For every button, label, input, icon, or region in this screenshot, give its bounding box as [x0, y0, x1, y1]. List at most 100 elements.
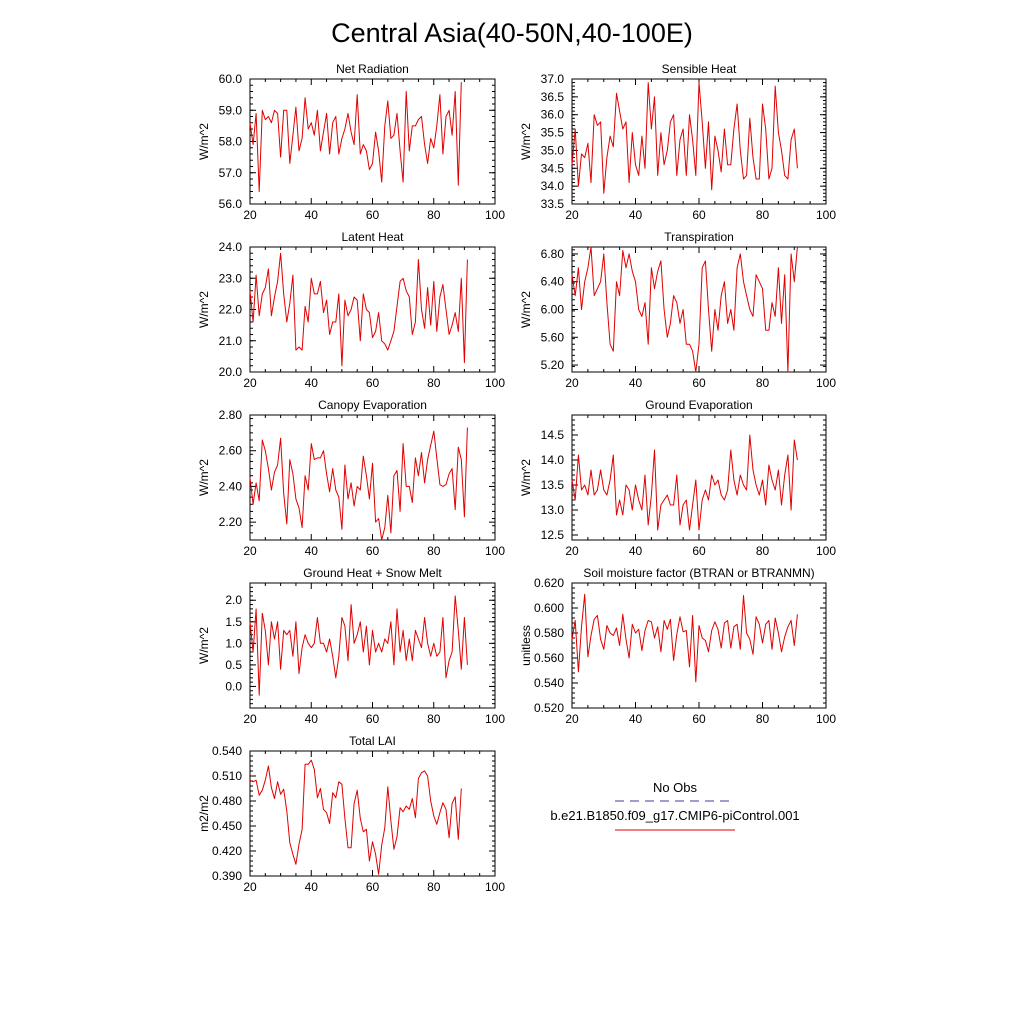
y-tick-label: 2.20: [219, 515, 243, 529]
series-line: [249, 252, 468, 367]
y-axis-label: W/m^2: [197, 627, 211, 664]
y-axis-label: W/m^2: [519, 459, 533, 496]
y-axis-label: W/m^2: [519, 291, 533, 328]
y-tick-label: 0.580: [534, 626, 564, 640]
y-tick-label: 56.0: [219, 197, 243, 211]
y-tick-label: 36.5: [541, 90, 565, 104]
y-tick-label: 1.5: [225, 615, 242, 629]
y-tick-label: 0.450: [212, 819, 242, 833]
y-tick-label: 0.390: [212, 869, 242, 883]
y-tick-label: 5.20: [541, 358, 565, 372]
x-tick-label: 60: [366, 544, 380, 558]
panel: Transpiration W/m^2 20 40 60 80 100 5.20 5.60 6.0…: [519, 230, 836, 390]
x-tick-label: 100: [816, 208, 836, 222]
x-tick-label: 20: [565, 544, 579, 558]
x-tick-label: 100: [485, 376, 505, 390]
y-tick-label: 6.40: [541, 275, 565, 289]
x-tick-label: 80: [427, 544, 441, 558]
y-tick-label: 0.520: [534, 701, 564, 715]
series-line: [571, 434, 798, 531]
x-tick-label: 20: [243, 880, 257, 894]
y-tick-label: 60.0: [219, 72, 243, 86]
y-tick-label: 34.5: [541, 161, 565, 175]
x-tick-label: 60: [366, 376, 380, 390]
y-tick-label: 13.0: [541, 503, 565, 517]
panel-title: Ground Heat + Snow Melt: [303, 566, 442, 580]
y-tick-label: 5.60: [541, 330, 565, 344]
x-tick-label: 100: [485, 208, 505, 222]
y-tick-label: 0.420: [212, 844, 242, 858]
panel: Ground Heat + Snow Melt W/m^2 20 40 60 80 100 0…: [197, 566, 505, 726]
figure-title: Central Asia(40-50N,40-100E): [331, 18, 693, 48]
x-tick-label: 20: [565, 712, 579, 726]
panel-title: Canopy Evaporation: [318, 398, 427, 412]
y-tick-label: 59.0: [219, 103, 243, 117]
x-tick-label: 40: [629, 208, 643, 222]
x-tick-label: 60: [366, 880, 380, 894]
y-tick-label: 2.0: [225, 593, 242, 607]
x-tick-label: 60: [366, 712, 380, 726]
x-tick-label: 20: [243, 712, 257, 726]
x-tick-label: 20: [243, 376, 257, 390]
x-tick-label: 40: [629, 712, 643, 726]
y-tick-label: 0.510: [212, 769, 242, 783]
panel-title: Latent Heat: [341, 230, 404, 244]
x-tick-label: 80: [756, 208, 770, 222]
legend: No Obs b.e21.B1850.f09_g17.CMIP6-piContr…: [550, 780, 800, 831]
panel-title: Soil moisture factor (BTRAN or BTRANMN): [583, 566, 814, 580]
y-tick-label: 12.5: [541, 528, 565, 542]
y-tick-label: 0.540: [212, 744, 242, 758]
y-tick-label: 2.40: [219, 479, 243, 493]
series-line: [249, 427, 468, 541]
panel-title: Total LAI: [349, 734, 396, 748]
panel-title: Ground Evaporation: [645, 398, 752, 412]
y-axis-label: m2/m2: [197, 795, 211, 832]
y-tick-label: 24.0: [219, 240, 243, 254]
y-tick-label: 0.620: [534, 576, 564, 590]
panel: Latent Heat W/m^2 20 40 60 80 100 20.0 21.0 22.0 2…: [197, 230, 505, 390]
y-tick-label: 20.0: [219, 365, 243, 379]
x-tick-label: 80: [427, 376, 441, 390]
x-tick-label: 100: [485, 544, 505, 558]
panel: Canopy Evaporation W/m^2 20 40 60 80 100 2.20 2.…: [197, 398, 505, 558]
panel: Sensible Heat W/m^2 20 40 60 80 100 33.5 34.0 34.…: [519, 62, 836, 222]
x-tick-label: 80: [427, 712, 441, 726]
x-tick-label: 60: [692, 544, 706, 558]
series-line: [571, 246, 798, 373]
y-tick-label: 35.0: [541, 143, 565, 157]
x-tick-label: 40: [305, 208, 319, 222]
y-axis-label: W/m^2: [197, 459, 211, 496]
x-tick-label: 60: [366, 208, 380, 222]
y-tick-label: 0.5: [225, 658, 242, 672]
y-tick-label: 36.0: [541, 108, 565, 122]
x-tick-label: 80: [756, 376, 770, 390]
x-tick-label: 80: [756, 544, 770, 558]
y-tick-label: 21.0: [219, 334, 243, 348]
x-tick-label: 40: [305, 544, 319, 558]
series-line: [571, 593, 798, 683]
y-tick-label: 0.540: [534, 676, 564, 690]
x-tick-label: 60: [692, 712, 706, 726]
x-tick-label: 40: [305, 880, 319, 894]
x-tick-label: 100: [485, 712, 505, 726]
y-tick-label: 37.0: [541, 72, 565, 86]
series-line: [249, 759, 462, 875]
legend-entry-model: b.e21.B1850.f09_g17.CMIP6-piControl.001: [550, 808, 799, 823]
x-tick-label: 20: [243, 544, 257, 558]
x-tick-label: 40: [629, 544, 643, 558]
series-line: [249, 82, 462, 192]
y-tick-label: 2.60: [219, 444, 243, 458]
x-tick-label: 100: [816, 712, 836, 726]
y-axis-label: W/m^2: [197, 291, 211, 328]
x-tick-label: 100: [485, 880, 505, 894]
panel: Net Radiation W/m^2 20 40 60 80 100 56.0 57.0 58.…: [197, 62, 505, 222]
panels: Net Radiation W/m^2 20 40 60 80 100 56.0 57.0 58.…: [197, 62, 836, 894]
y-tick-label: 14.5: [541, 428, 565, 442]
y-tick-label: 23.0: [219, 271, 243, 285]
panel-title: Sensible Heat: [662, 62, 737, 76]
x-tick-label: 20: [565, 376, 579, 390]
y-tick-label: 0.560: [534, 651, 564, 665]
y-tick-label: 0.0: [225, 679, 242, 693]
series-line: [571, 82, 798, 194]
